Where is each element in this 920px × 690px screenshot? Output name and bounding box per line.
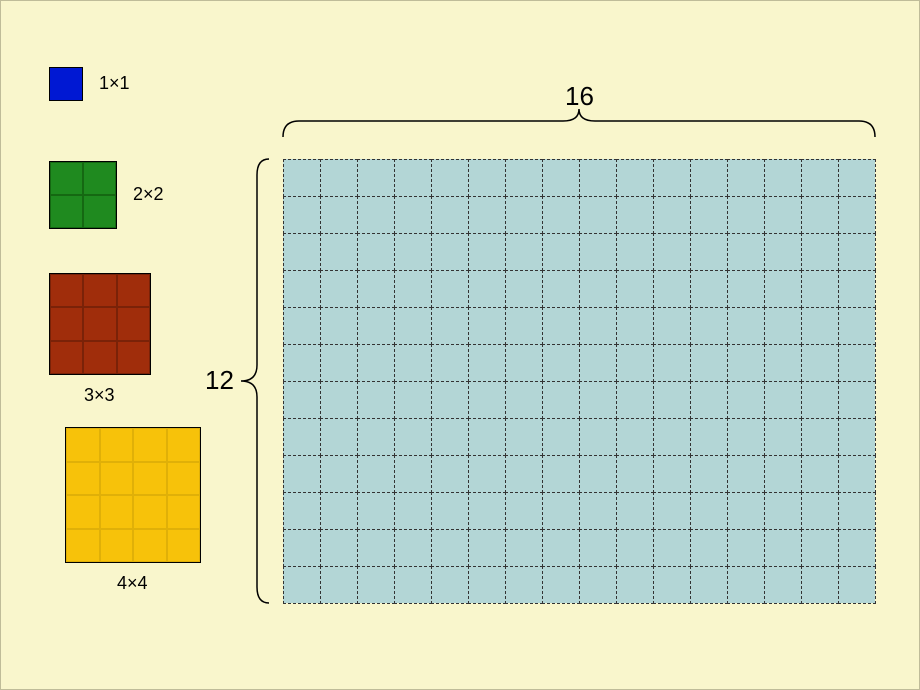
brace-top	[283, 109, 875, 141]
brace-left	[241, 159, 273, 603]
diagram-canvas: 1×1 2×2 3×3 4×4 16 12	[0, 0, 920, 690]
legend-block-2x2	[49, 161, 117, 229]
legend-block-4x4	[65, 427, 201, 563]
legend-label-1x1: 1×1	[99, 73, 130, 94]
width-dimension-label: 16	[565, 81, 594, 112]
legend-label-2x2: 2×2	[133, 184, 164, 205]
legend-block-3x3	[49, 273, 151, 375]
main-grid	[283, 159, 875, 603]
legend-label-4x4: 4×4	[117, 573, 148, 594]
height-dimension-label: 12	[205, 365, 234, 396]
legend-block-1x1	[49, 67, 83, 101]
legend-label-3x3: 3×3	[84, 385, 115, 406]
